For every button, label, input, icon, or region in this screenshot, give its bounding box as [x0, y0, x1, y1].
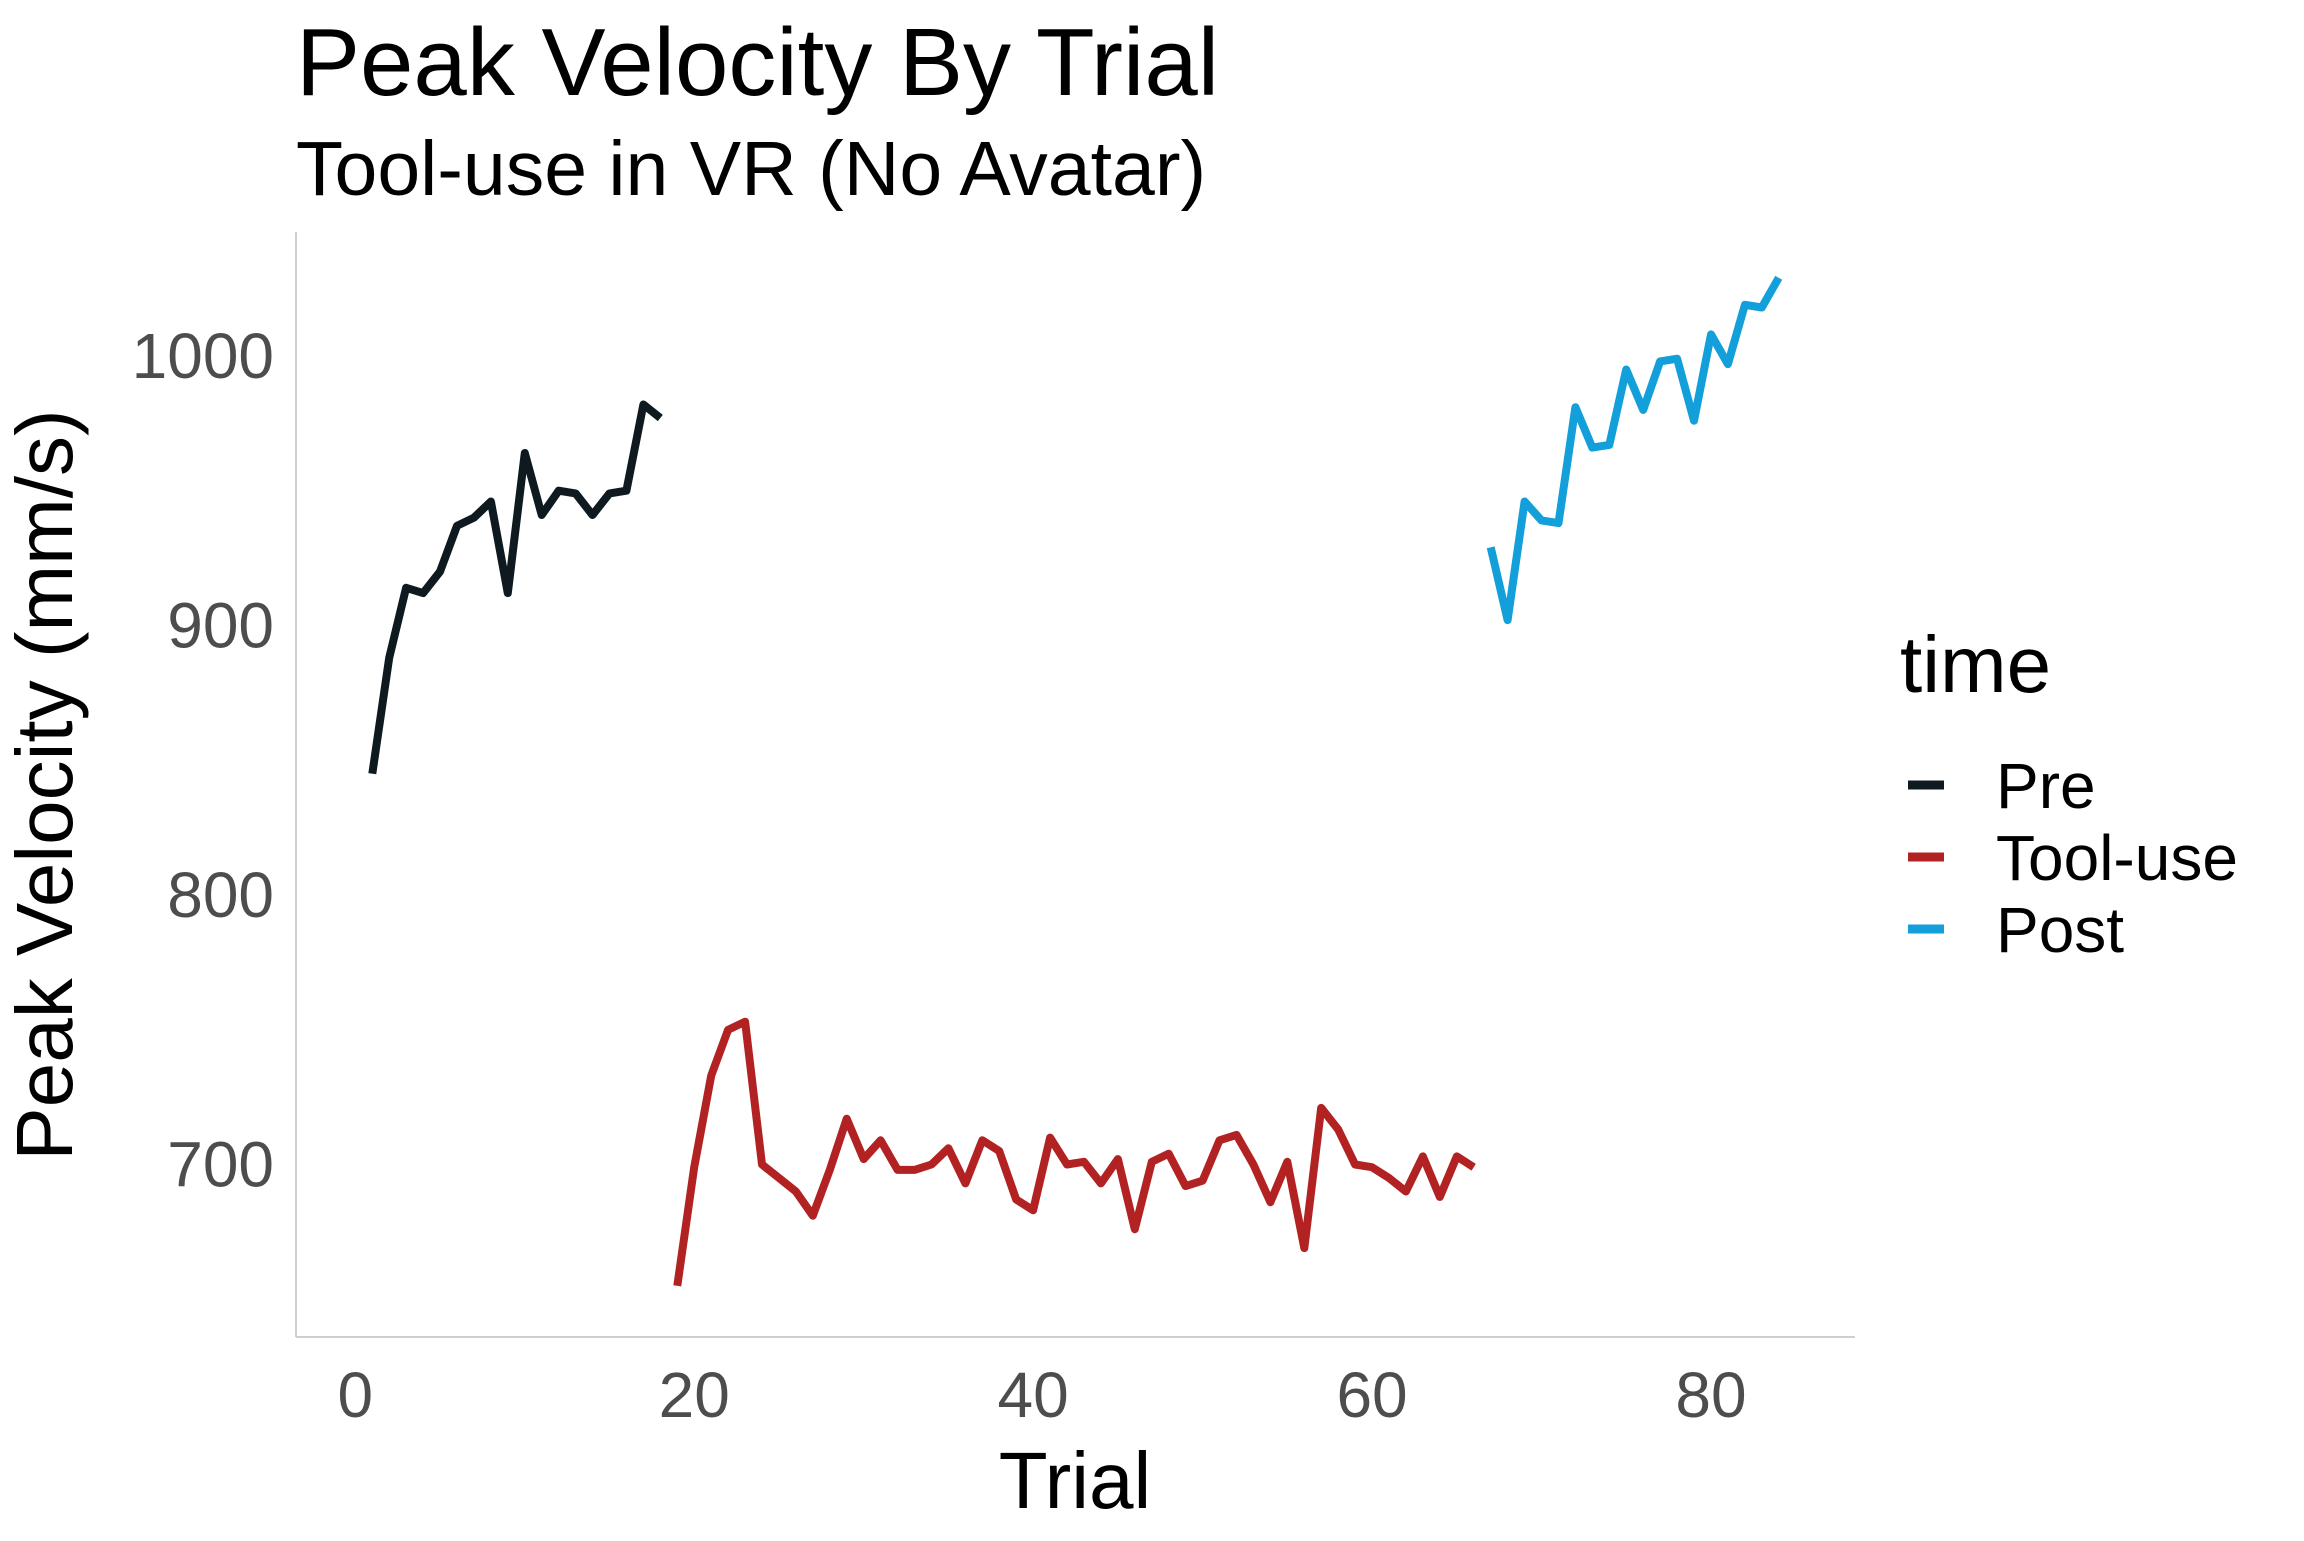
x-tick-label: 80 — [1675, 1359, 1746, 1431]
y-tick-label: 900 — [167, 589, 274, 661]
x-axis-title: Trial — [999, 1436, 1152, 1525]
legend-item-tool-use: Tool-use — [1908, 822, 2238, 894]
y-axis-title: Peak Velocity (mm/s) — [0, 409, 89, 1160]
x-tick-label: 0 — [338, 1359, 374, 1431]
series-line-tool-use — [673, 1017, 1476, 1287]
x-tick-label: 40 — [998, 1359, 1069, 1431]
x-tick-label: 60 — [1336, 1359, 1407, 1431]
y-tick-label: 1000 — [132, 320, 274, 392]
y-axis-ticks: 700 800 900 1000 — [132, 320, 274, 1201]
y-tick-label: 700 — [167, 1129, 274, 1201]
chart-title: Peak Velocity By Trial — [296, 9, 1219, 116]
x-axis-ticks: 0 20 40 60 80 — [338, 1359, 1747, 1431]
series-line-post — [1486, 275, 1783, 625]
series-layer — [368, 275, 1783, 1287]
legend-item-pre: Pre — [1908, 750, 2096, 822]
legend-label: Post — [1996, 894, 2124, 966]
axes — [295, 232, 1855, 1338]
legend-item-post: Post — [1908, 894, 2124, 966]
x-tick-label: 20 — [659, 1359, 730, 1431]
legend-title: time — [1900, 620, 2051, 709]
legend-label: Tool-use — [1996, 822, 2238, 894]
chart-subtitle: Tool-use in VR (No Avatar) — [296, 126, 1206, 212]
legend-label: Pre — [1996, 750, 2096, 822]
series-line-pre — [368, 400, 663, 775]
y-tick-label: 800 — [167, 859, 274, 931]
